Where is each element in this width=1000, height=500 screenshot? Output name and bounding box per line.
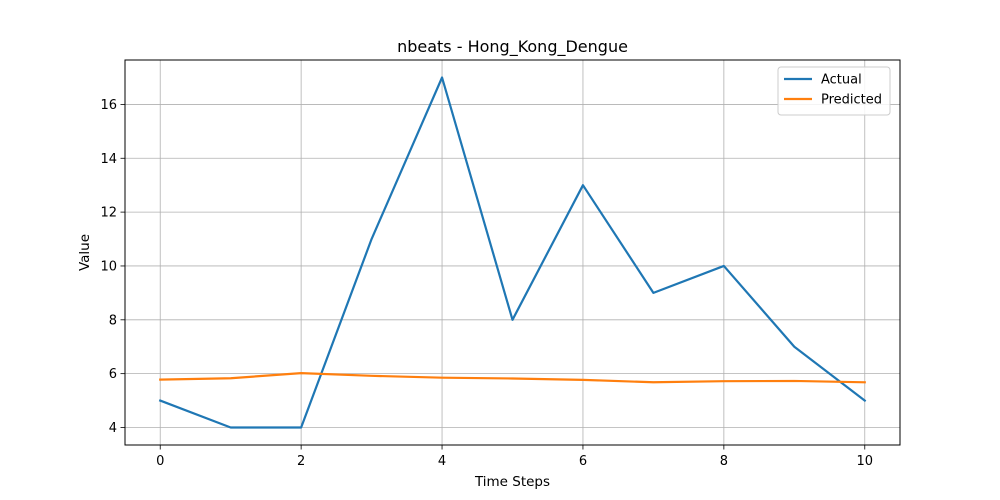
x-tick-label: 8 <box>720 454 728 469</box>
axis-ticks: 0 2 4 6 8 10 4 6 8 10 12 14 16 <box>100 98 873 469</box>
y-axis-label: Value <box>77 234 93 271</box>
legend-label-actual: Actual <box>821 73 862 88</box>
x-axis-label: Time Steps <box>474 474 550 490</box>
legend: Actual Predicted <box>777 66 891 116</box>
series-line-predicted <box>159 372 866 384</box>
plot-frame <box>124 59 901 446</box>
chart-title: nbeats - Hong_Kong_Dengue <box>397 37 628 57</box>
x-tick-label: 2 <box>297 454 305 469</box>
y-tick-label: 16 <box>100 98 117 113</box>
x-tick-label: 10 <box>856 454 873 469</box>
x-tick-label: 6 <box>579 454 587 469</box>
grid-lines <box>125 60 900 445</box>
series-lines <box>158 76 867 429</box>
x-tick-label: 4 <box>438 454 446 469</box>
y-tick-label: 8 <box>109 313 117 328</box>
y-tick-label: 4 <box>109 421 117 436</box>
series-line-actual <box>158 76 867 429</box>
legend-label-predicted: Predicted <box>821 93 882 108</box>
y-tick-label: 6 <box>109 367 117 382</box>
y-tick-label: 10 <box>100 259 117 274</box>
y-tick-label: 12 <box>100 206 117 221</box>
x-tick-label: 0 <box>156 454 164 469</box>
y-tick-label: 14 <box>100 152 117 167</box>
